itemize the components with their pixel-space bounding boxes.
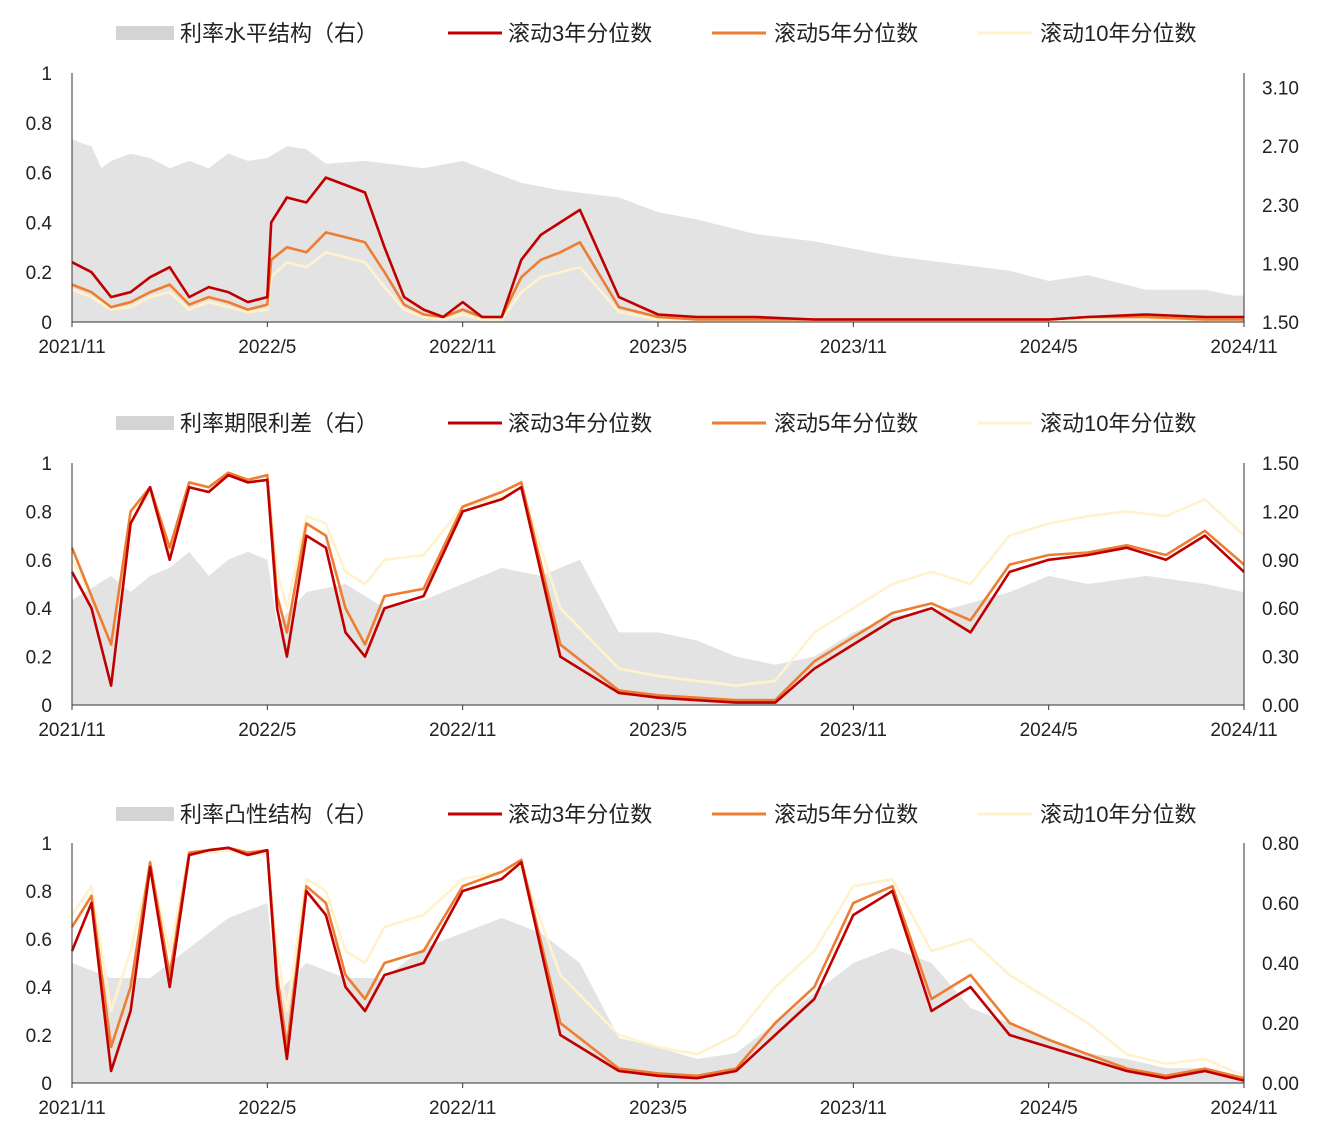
x-tick-label: 2021/11 (38, 337, 105, 358)
y-left-tick-label: 0 (41, 696, 52, 717)
y-right-tick-label: 0.80 (1262, 834, 1299, 855)
legend-label: 滚动3年分位数 (508, 21, 652, 46)
y-right-tick-label: 3.10 (1262, 79, 1299, 100)
y-right-tick-label: 0.00 (1262, 1074, 1299, 1095)
y-left-tick-label: 0.4 (26, 599, 53, 620)
y-left-tick-label: 0.8 (26, 502, 52, 523)
area-series (72, 903, 1244, 1083)
y-left-tick-label: 1 (41, 64, 52, 85)
y-left-tick-label: 0.6 (26, 930, 52, 951)
x-tick-label: 2021/11 (38, 1098, 105, 1119)
chart-panel-1: 0 0.2 0.4 0.6 0.8 1 1.50 1.90 2.30 2.70 3.10 2021/1… (26, 21, 1299, 358)
y-right-tick-label: 1.50 (1262, 313, 1299, 334)
legend-label: 利率水平结构（右） (180, 21, 378, 46)
y-right-tick-label: 0.20 (1262, 1014, 1299, 1035)
legend-label: 滚动10年分位数 (1040, 21, 1196, 46)
y-right-tick-label: 0.40 (1262, 954, 1299, 975)
y-left-tick-label: 0.8 (26, 114, 52, 135)
legend-label: 滚动5年分位数 (774, 802, 918, 827)
y-left-tick-label: 0.8 (26, 882, 52, 903)
area-series (72, 551, 1244, 705)
y-left-tick-label: 0.2 (26, 1026, 52, 1047)
x-tick-label: 2024/5 (1020, 337, 1078, 358)
x-tick-label: 2023/11 (820, 1098, 887, 1119)
x-tick-label: 2022/11 (429, 337, 496, 358)
x-tick-label: 2022/5 (238, 337, 296, 358)
legend-label: 利率凸性结构（右） (180, 802, 378, 827)
y-right-tick-label: 1.20 (1262, 502, 1299, 523)
y-left-tick-label: 0.6 (26, 164, 52, 185)
legend-label: 滚动3年分位数 (508, 802, 652, 827)
y-right-tick-label: 0.60 (1262, 894, 1299, 915)
legend-swatch-area (116, 416, 174, 430)
x-tick-label: 2022/11 (429, 720, 496, 741)
legend-label: 滚动3年分位数 (508, 411, 652, 436)
y-right-tick-label: 0.60 (1262, 599, 1299, 620)
legend-label: 滚动5年分位数 (774, 21, 918, 46)
line-series-2 (70, 471, 1245, 702)
line-series-1 (70, 846, 1245, 1082)
y-left-tick-label: 0.4 (26, 978, 53, 999)
x-tick-label: 2022/5 (238, 720, 296, 741)
y-left-tick-label: 0.4 (26, 213, 53, 234)
y-right-tick-label: 0.30 (1262, 648, 1299, 669)
y-left-tick-label: 0 (41, 313, 52, 334)
legend-label: 滚动5年分位数 (774, 411, 918, 436)
x-tick-label: 2023/11 (820, 720, 887, 741)
x-tick-label: 2022/5 (238, 1098, 296, 1119)
x-tick-label: 2021/11 (38, 720, 105, 741)
legend-label: 利率期限利差（右） (180, 411, 378, 436)
chart-panel-2: 0 0.2 0.4 0.6 0.8 1 0.00 0.30 0.60 0.90 1.20 1.50 20… (26, 411, 1299, 741)
legend-label: 滚动10年分位数 (1040, 802, 1196, 827)
x-tick-label: 2024/11 (1210, 1098, 1277, 1119)
area-series (72, 138, 1244, 322)
x-tick-label: 2024/5 (1020, 1098, 1078, 1119)
y-left-tick-label: 0.2 (26, 648, 52, 669)
chart-panel-3: 0 0.2 0.4 0.6 0.8 1 0.00 0.20 0.40 0.60 0.80 2021/1… (26, 802, 1299, 1119)
x-tick-label: 2023/5 (629, 720, 687, 741)
y-left-tick-label: 0 (41, 1074, 52, 1095)
y-left-tick-label: 0.2 (26, 263, 52, 284)
y-right-tick-label: 1.50 (1262, 454, 1299, 475)
y-right-tick-label: 0.90 (1262, 551, 1299, 572)
line-series-1 (70, 473, 1245, 704)
y-left-tick-label: 1 (41, 834, 52, 855)
legend-swatch-area (116, 26, 174, 40)
x-tick-label: 2024/11 (1210, 720, 1277, 741)
y-right-tick-label: 1.90 (1262, 254, 1299, 275)
y-left-tick-label: 1 (41, 454, 52, 475)
x-tick-label: 2023/11 (820, 337, 887, 358)
y-right-tick-label: 2.70 (1262, 137, 1299, 158)
legend-swatch-area (116, 807, 174, 821)
x-tick-label: 2022/11 (429, 1098, 496, 1119)
x-tick-label: 2024/5 (1020, 720, 1078, 741)
y-right-tick-label: 0.00 (1262, 696, 1299, 717)
x-tick-label: 2024/11 (1210, 337, 1277, 358)
line-series-1 (71, 176, 1244, 321)
y-right-tick-label: 2.30 (1262, 196, 1299, 217)
legend-label: 滚动10年分位数 (1040, 411, 1196, 436)
x-tick-label: 2023/5 (629, 1098, 687, 1119)
x-tick-label: 2023/5 (629, 337, 687, 358)
y-left-tick-label: 0.6 (26, 551, 52, 572)
